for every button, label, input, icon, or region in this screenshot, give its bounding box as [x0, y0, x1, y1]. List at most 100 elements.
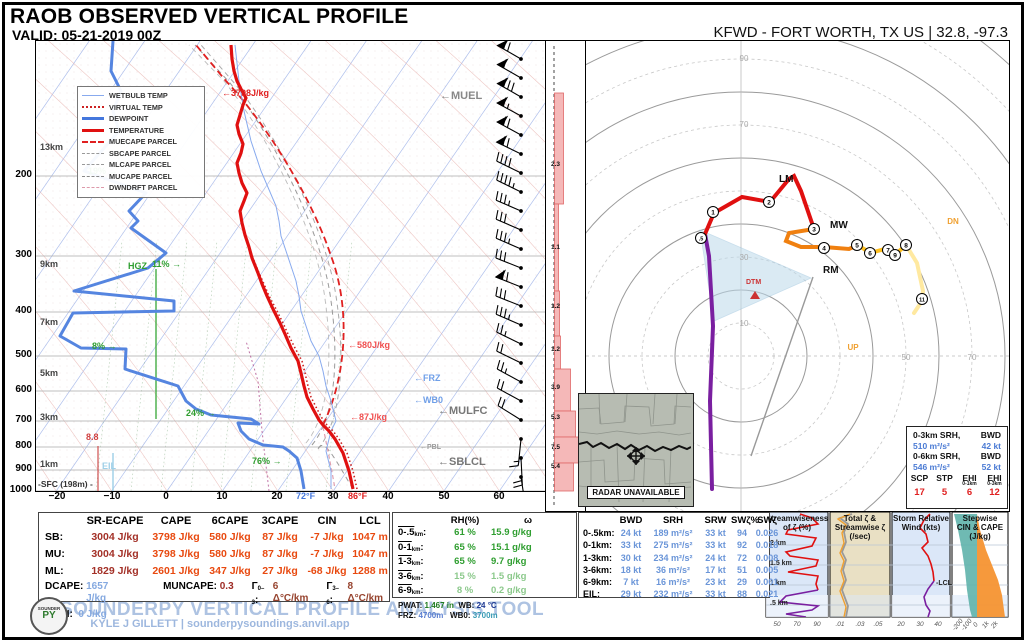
kin-row-label: 3-6km: — [583, 564, 613, 575]
mini-chart-tick: 1k — [981, 620, 991, 630]
srh3-value: 510 m²/s² — [913, 440, 950, 451]
lapse36-label: Γ3–6: — [326, 581, 340, 606]
lapse36-value: 8 Δ°C/km — [347, 581, 384, 604]
wb0-value: 3700m — [472, 610, 498, 620]
kin-value: 0.018 — [755, 540, 779, 551]
mini-chart-title: Streamwise ζ — [835, 523, 886, 532]
wb-value: 24 °C — [476, 601, 497, 611]
kin-value: 0.001 — [755, 577, 779, 588]
mini-chart-tick: .05 — [873, 621, 882, 628]
rh-value: 61 % — [454, 527, 476, 539]
kin-value: 36 m²/s² — [655, 564, 690, 575]
mini-chart-tick: 30 — [916, 621, 924, 628]
hodo-height-marker-label: 5 — [855, 242, 859, 249]
ring-label: 10 — [740, 319, 749, 328]
hodo-height-marker-label: 7 — [886, 247, 890, 254]
srh6-value: 546 m²/s² — [913, 461, 950, 472]
storm-motion-vector-line — [750, 276, 814, 457]
page-title: RAOB OBSERVED VERTICAL PROFILE — [10, 5, 409, 28]
thermo-value: 1047 m — [352, 548, 388, 560]
omega-value: 15.9 g/kg — [491, 527, 532, 539]
kin-header: SWζ% — [731, 515, 760, 526]
shear-dir-label: UP — [847, 343, 859, 352]
moisture-table: RH(%) ω 0-.5km: 61 % 15.9 g/kg 0-1km: 65 % 15.1… — [392, 512, 577, 620]
histogram-value: 2.3 — [551, 161, 560, 168]
legend-line-sample — [82, 106, 104, 109]
legend-line-sample — [82, 175, 104, 177]
mini-chart-title: Streamwiseness — [766, 514, 829, 523]
pwat-label: PWAT: — [398, 601, 423, 611]
hodo-height-marker — [707, 206, 719, 218]
kin-value: 232 m²/s² — [653, 589, 693, 600]
legend-line-sample — [82, 117, 104, 121]
omega-value: 15.1 g/kg — [491, 541, 532, 553]
histogram-bar — [554, 462, 574, 492]
kin-row-label: 0-1km: — [583, 540, 613, 551]
ring-label: 30 — [740, 253, 749, 262]
histogram-value: 1.2 — [551, 303, 560, 310]
frz-label: FRZ: — [398, 610, 417, 620]
thermo-row-label: SB: — [45, 531, 64, 543]
wetbulb-line — [234, 44, 337, 489]
streamwiseness-curve-upper — [784, 513, 820, 591]
skewt-legend: WETBULB TEMP VIRTUAL TEMP DEWPOINT TEMPERAT… — [77, 86, 205, 198]
lapse03-value: 6 Δ°C/km — [272, 581, 309, 604]
sounderpy-logo: SOUNDER PY — [30, 597, 68, 635]
bwd3-value: 42 kt — [981, 440, 1001, 451]
legend-line-sample — [82, 95, 104, 97]
hodo-height-marker-label: .5 — [699, 236, 704, 242]
histogram-value: 3.9 — [551, 384, 560, 391]
ring-label: 70 — [968, 353, 977, 362]
bwd6-label: BWD — [980, 451, 1001, 461]
logo-text-bottom: PY — [42, 610, 56, 621]
legend-label: VIRTUAL TEMP — [109, 102, 163, 112]
kin-value: 275 m²/s² — [653, 540, 693, 551]
ring-label: 50 — [902, 353, 911, 362]
hodo-height-marker — [900, 239, 912, 251]
streamwise-vorticity-curve — [836, 513, 851, 617]
thermo-header: CAPE — [160, 515, 192, 527]
legend-label: MUCAPE PARCEL — [109, 171, 173, 181]
kin-value: 88 — [736, 589, 747, 600]
kin-value: 23 kt — [705, 577, 726, 588]
legend-label: WETBULB TEMP — [109, 91, 168, 101]
thermo-value: 1047 m — [352, 531, 388, 543]
kin-row-label: 0-.5km: — [583, 528, 615, 539]
index-header: STP — [936, 473, 953, 483]
srh6-label: 0-6km SRH, — [913, 451, 961, 461]
kin-value: 0.026 — [755, 528, 779, 539]
index-value: 5 — [941, 487, 948, 498]
mini-chart-title: Total ζ & — [844, 514, 877, 523]
kin-value: 51 — [736, 564, 747, 575]
hodo-height-marker-label: 1 — [711, 209, 715, 216]
thermo-value: 3798 J/kg — [152, 531, 200, 543]
kin-value: 0.005 — [755, 564, 779, 575]
srw-curve-lower — [923, 580, 935, 617]
mini-chart-title: CIN & CAPE — [957, 523, 1004, 532]
dcape-label: DCAPE: — [45, 581, 87, 592]
kinematics-table: BWD SRH SRW SWζ% SWζ 0-.5km: 24 kt 189 m²/s² 33 … — [578, 512, 778, 600]
kin-value: 33 kt — [705, 528, 726, 539]
virtual-temp-line — [248, 246, 358, 490]
hodo-height-marker — [695, 232, 707, 244]
wb0-label: WB0: — [450, 610, 471, 620]
thermo-value: 347 J/kg — [209, 565, 251, 577]
kin-value: 0.021 — [755, 589, 779, 600]
legend-label: SBCAPE PARCEL — [109, 148, 171, 158]
index-header: SCP — [910, 473, 929, 483]
legend-line-sample — [82, 187, 104, 189]
radar-unavailable-label: RADAR UNAVAILABLE — [587, 486, 685, 499]
thermo-value: 3004 J/kg — [91, 548, 139, 560]
thermo-header: SR-ECAPE — [86, 515, 144, 527]
index-header: EHI 0-3km — [987, 473, 1002, 487]
hodo-height-marker-label: 8 — [904, 242, 908, 249]
hodo-height-marker-label: 3 — [812, 226, 816, 233]
thermo-header: CIN — [317, 515, 337, 527]
srh-indices-box: 0-3km SRH, BWD 510 m²/s² 42 kt 0-6km SRH, BWD… — [906, 426, 1008, 509]
stepwise-cape-area — [977, 514, 1005, 617]
storm-motion-label: DTM — [746, 279, 761, 286]
hodo-height-marker-label: 4 — [822, 245, 826, 252]
rh-row-label: 1-3km: — [398, 556, 424, 568]
index-value: 12 — [989, 487, 1000, 498]
thermo-value: 580 J/kg — [209, 531, 251, 543]
